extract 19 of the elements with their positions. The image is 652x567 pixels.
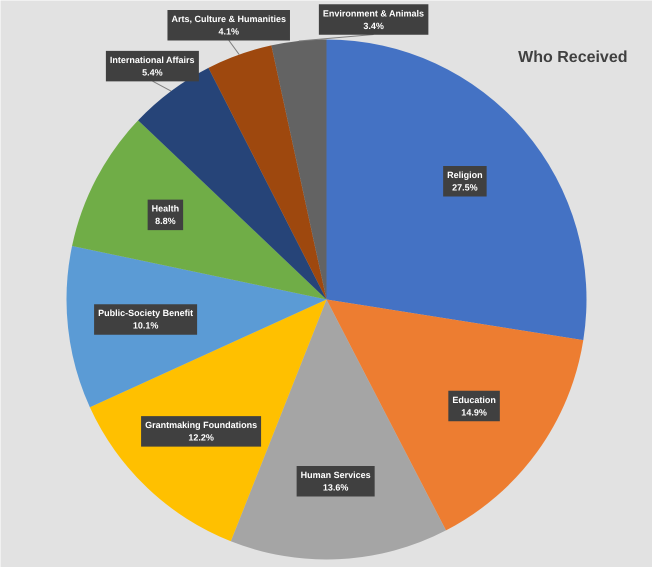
slice-label: Religion [447,170,483,180]
text: Who Received [518,49,628,66]
data-label: 13.6% [322,482,348,493]
data-label: 8.8% [155,216,176,226]
data-label: 12.2% [188,432,214,443]
slice-label: Education [452,394,496,405]
slice-label: Health [152,204,180,214]
slice-label: Grantmaking Foundations [145,420,258,430]
slice-label: Arts, Culture & Humanities [171,14,286,24]
slice-label: Environment & Animals [322,8,424,18]
data-label: 4.1% [218,26,239,36]
data-label: 5.4% [142,67,163,78]
data-label: 3.4% [363,20,384,31]
slice-label: Human Services [300,470,371,480]
slice-label: International Affairs [110,54,195,65]
data-label: 10.1% [132,320,158,331]
slice-label: Public-Society Benefit [98,308,194,318]
data-label: 27.5% [452,182,478,193]
data-label: 14.9% [461,407,487,418]
